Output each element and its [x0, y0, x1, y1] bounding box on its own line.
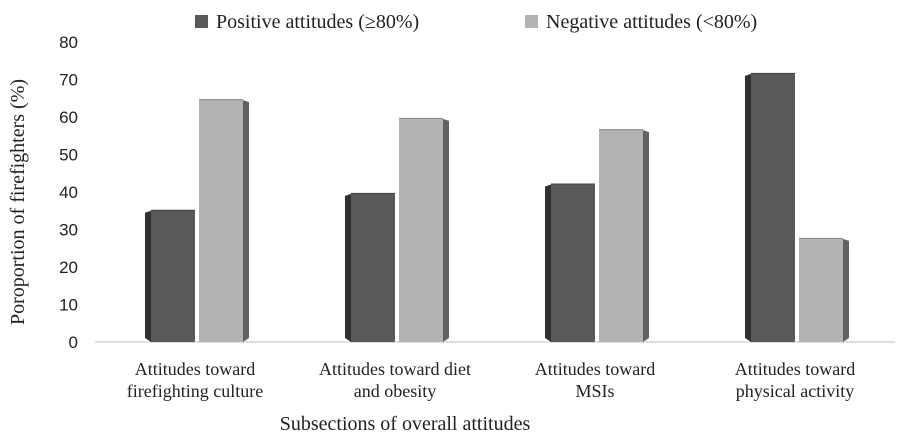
bar — [745, 72, 795, 342]
x-axis-title: Subsections of overall attitudes — [280, 413, 531, 435]
bar — [199, 99, 249, 342]
legend-label: Negative attitudes (<80%) — [546, 11, 757, 33]
legend-swatch — [525, 15, 538, 28]
bar — [145, 209, 195, 342]
legend-item: Negative attitudes (<80%) — [525, 11, 757, 33]
x-axis-category-labels: Attitudes toward firefighting culture Atti… — [127, 359, 855, 401]
y-tick-label: 40 — [59, 183, 78, 202]
y-tick-label: 0 — [69, 333, 78, 352]
bar — [345, 192, 395, 342]
y-tick-label: 20 — [59, 258, 78, 277]
legend-item: Positive attitudes (≥80%) — [195, 11, 419, 33]
bar — [545, 183, 595, 342]
legend: Positive attitudes (≥80%) Negative attitu… — [195, 11, 757, 33]
y-tick-label: 30 — [59, 221, 78, 240]
bar — [599, 129, 649, 342]
y-tick-label: 10 — [59, 296, 78, 315]
bar — [799, 237, 849, 342]
bar — [399, 117, 449, 342]
x-category-label: Attitudes toward diet and obesity — [319, 359, 471, 401]
y-tick-label: 50 — [59, 146, 78, 165]
x-category-label: Attitudes toward physical activity — [735, 359, 855, 401]
y-axis-ticks: 0 10 20 30 40 50 60 70 80 — [59, 33, 78, 352]
y-tick-label: 70 — [59, 71, 78, 90]
bars — [145, 72, 849, 342]
x-category-label: Attitudes toward firefighting culture — [127, 359, 263, 401]
y-tick-label: 60 — [59, 108, 78, 127]
y-axis-title: Poroportion of firefighters (%) — [7, 79, 29, 325]
y-tick-label: 80 — [59, 33, 78, 52]
legend-label: Positive attitudes (≥80%) — [216, 11, 419, 33]
legend-swatch — [195, 15, 208, 28]
x-category-label: Attitudes toward MSIs — [535, 359, 655, 401]
